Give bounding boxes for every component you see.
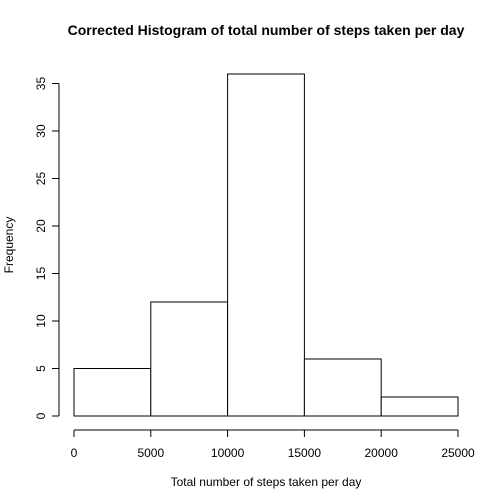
- y-tick-label: 25: [34, 172, 48, 186]
- histogram-bar-1: [73, 368, 152, 417]
- x-tick-label: 10000: [211, 446, 245, 460]
- x-tick-label: 20000: [365, 446, 399, 460]
- y-tick-label: 5: [34, 365, 48, 372]
- y-axis: 0 5 10 15 20 25 30 35: [34, 77, 60, 419]
- y-tick-label: 35: [34, 77, 48, 91]
- x-tick-label: 0: [71, 446, 78, 460]
- histogram-bar-2: [150, 301, 229, 417]
- y-tick-label: 15: [34, 267, 48, 281]
- y-tick-label: 10: [34, 314, 48, 328]
- y-tick-label: 20: [34, 219, 48, 233]
- x-tick-label: 15000: [288, 446, 322, 460]
- chart-title: Corrected Histogram of total number of s…: [68, 22, 465, 38]
- y-tick-label: 30: [34, 124, 48, 138]
- histogram-bar-3: [227, 73, 305, 417]
- x-axis: 0 5000 10000 15000 20000 25000: [71, 429, 475, 460]
- y-axis-label: Frequency: [2, 217, 16, 274]
- x-tick-label: 5000: [137, 446, 164, 460]
- y-tick-label: 0: [34, 412, 48, 419]
- x-tick-label: 25000: [441, 446, 475, 460]
- x-axis-label: Total number of steps taken per day: [171, 475, 362, 489]
- histogram-bar-4: [303, 358, 382, 417]
- bars-group: [73, 73, 459, 417]
- histogram-bar-5: [380, 396, 459, 417]
